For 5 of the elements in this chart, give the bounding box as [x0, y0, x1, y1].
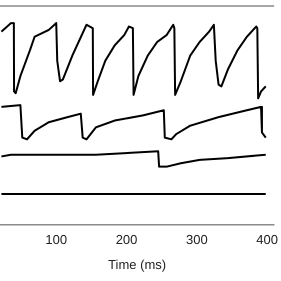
x-tick-label: 400 — [256, 232, 278, 248]
x-tick-label: 100 — [45, 232, 68, 248]
x-tick-label: 300 — [186, 232, 208, 248]
x-axis-title: Time (ms) — [108, 256, 166, 272]
x-tick-label: 200 — [116, 232, 138, 248]
